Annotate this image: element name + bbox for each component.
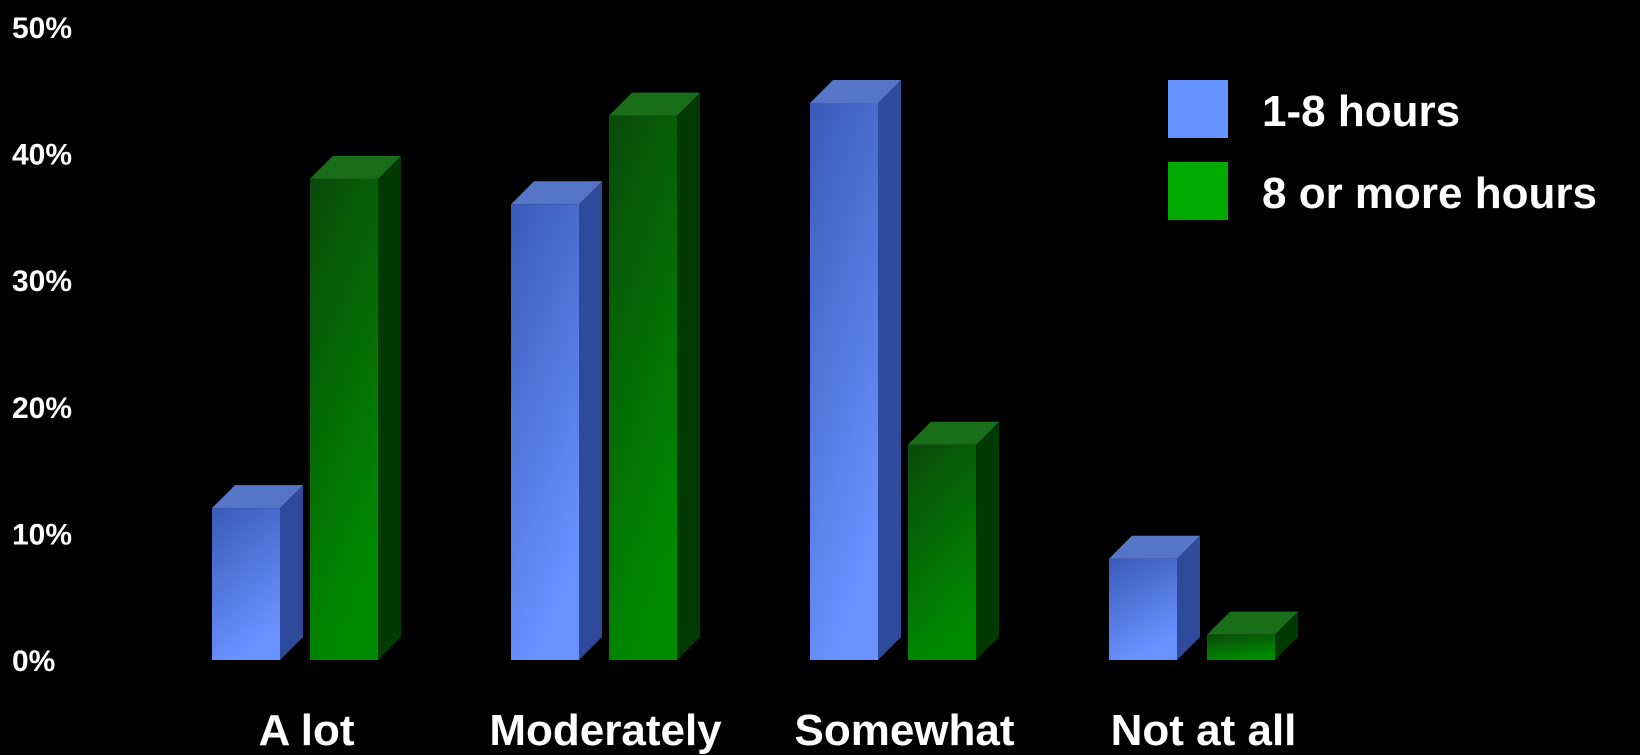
bar-front — [609, 115, 677, 661]
legend-swatch — [1168, 162, 1228, 220]
bar-series-1 — [810, 79, 901, 660]
bar-top — [609, 92, 700, 116]
bar-front — [212, 508, 280, 660]
y-tick-label: 40% — [12, 139, 72, 172]
y-tick-label: 30% — [12, 265, 72, 298]
legend-label: 1-8 hours — [1262, 87, 1460, 136]
bar-series-2 — [609, 92, 700, 661]
legend: 1-8 hours 8 or more hours — [1168, 80, 1597, 220]
x-category-label: A lot — [258, 706, 354, 755]
y-tick-label: 20% — [12, 392, 72, 425]
legend-item: 8 or more hours — [1168, 162, 1597, 220]
bar-side — [378, 155, 401, 661]
bar-front — [810, 102, 878, 660]
bar-side — [878, 79, 901, 660]
bar-top — [1207, 611, 1298, 635]
bar-series-1 — [511, 181, 602, 661]
y-axis: 0% 10% 20% 30% 40% 50% — [12, 12, 72, 678]
bar-top — [511, 181, 602, 205]
x-category-label: Moderately — [489, 706, 722, 755]
legend-item: 1-8 hours — [1168, 80, 1460, 138]
y-tick-label: 0% — [12, 645, 55, 678]
y-tick-label: 10% — [12, 518, 72, 551]
legend-label: 8 or more hours — [1262, 169, 1597, 218]
bar-front — [908, 444, 976, 660]
bar-top — [1109, 535, 1200, 559]
bar-series-2 — [310, 155, 401, 661]
bar-top — [908, 421, 999, 445]
bar-series-2 — [1207, 611, 1298, 660]
bar-series-1 — [212, 485, 303, 660]
x-category-label: Somewhat — [794, 706, 1014, 755]
bars — [212, 79, 1298, 661]
bar-top — [810, 79, 901, 103]
bar-front — [1207, 634, 1275, 660]
x-axis: A lot Moderately Somewhat Not at all — [258, 706, 1296, 755]
bar-top — [310, 155, 401, 179]
bar-side — [280, 485, 303, 660]
bar-series-1 — [1109, 535, 1200, 660]
legend-swatch — [1168, 80, 1228, 138]
bar-side — [579, 181, 602, 661]
bar-side — [677, 92, 700, 661]
bar-front — [310, 178, 378, 661]
bar-top — [212, 485, 303, 509]
bar-front — [511, 204, 579, 661]
bar-side — [976, 421, 999, 660]
bar-side — [1177, 535, 1200, 660]
bar-series-2 — [908, 421, 999, 660]
bar-front — [1109, 558, 1177, 660]
x-category-label: Not at all — [1111, 706, 1297, 755]
bar-side — [1275, 611, 1298, 660]
y-tick-label: 50% — [12, 12, 72, 45]
